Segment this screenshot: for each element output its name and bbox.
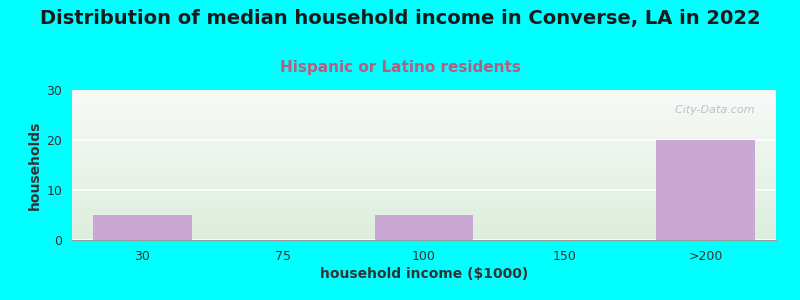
Bar xyxy=(656,140,755,240)
Bar xyxy=(374,215,474,240)
Bar xyxy=(93,215,192,240)
Text: Distribution of median household income in Converse, LA in 2022: Distribution of median household income … xyxy=(40,9,760,28)
Text: Hispanic or Latino residents: Hispanic or Latino residents xyxy=(279,60,521,75)
X-axis label: household income ($1000): household income ($1000) xyxy=(320,267,528,281)
Y-axis label: households: households xyxy=(28,120,42,210)
Text: City-Data.com: City-Data.com xyxy=(668,105,755,115)
